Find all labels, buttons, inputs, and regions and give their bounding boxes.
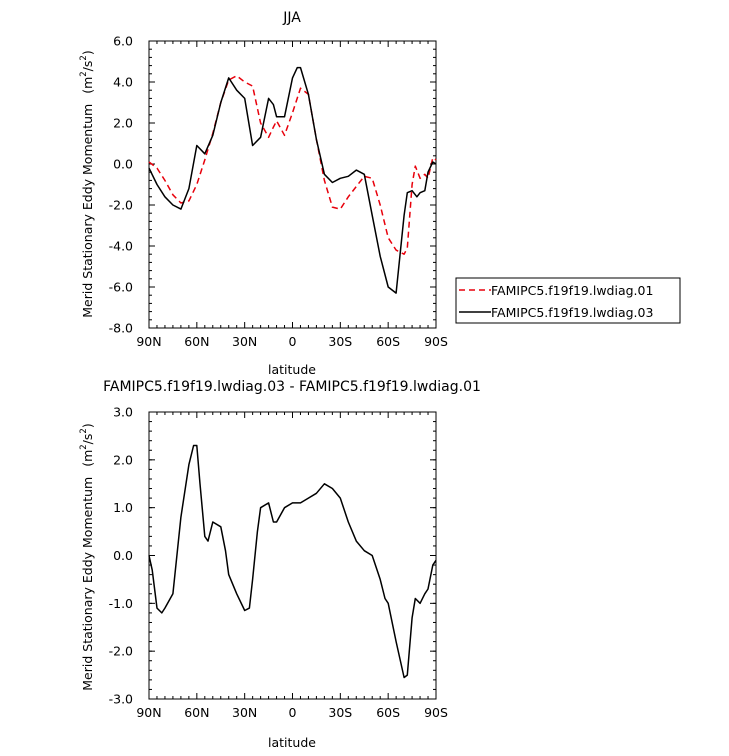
top-x-tick-label: 0 [289,334,297,349]
bottom-x-tick-label: 0 [289,705,297,720]
top-x-tick-label: 30S [328,334,352,349]
bottom-x-tick-label: 60N [184,705,209,720]
legend-box [455,277,681,324]
bottom-y-tick-label: 3.0 [113,405,133,420]
bottom-y-tick-label: 1.0 [113,500,133,515]
bottom-x-tick-label: 60S [376,705,400,720]
bottom-y-tick-label: -3.0 [109,692,133,707]
bottom-x-tick-label: 90N [136,705,161,720]
top-y-tick-label: -4.0 [109,239,133,254]
bottom-y-tick-label: 0.0 [113,548,133,563]
bottom-panel: FAMIPC5.f19f19.lwdiag.03 - FAMIPC5.f19f1… [79,379,481,750]
top-y-tick-label: -2.0 [109,198,133,213]
top-x-tick-label: 60N [184,334,209,349]
legend-label-01: FAMIPC5.f19f19.lwdiag.01 [491,283,653,298]
top-x-axis-label: latitude [268,362,316,377]
top-y-tick-label: -8.0 [109,321,133,336]
top-y-tick-label: -6.0 [109,280,133,295]
bottom-series-line-1 [148,444,437,679]
top-plot-area: 90N 60N 30N 0 30S 60S 90S 6.0 4.0 2.0 0.0 -2.0 -4.0 -… [109,34,448,350]
bottom-plot-frame [148,411,437,700]
top-plot-frame [148,40,437,329]
top-x-tick-label: 30N [232,334,257,349]
top-series-line-1 [148,75,437,255]
bottom-y-tick-label: -2.0 [109,644,133,659]
top-y-tick-label: 2.0 [113,116,133,131]
top-y-tick-label: 4.0 [113,75,133,90]
top-y-tick-label: 6.0 [113,34,133,49]
bottom-x-axis-label: latitude [268,735,316,750]
bottom-x-tick-label: 30S [328,705,352,720]
legend: FAMIPC5.f19f19.lwdiag.01 FAMIPC5.f19f19.… [455,277,681,324]
top-x-tick-label: 90S [424,334,448,349]
legend-label-03: FAMIPC5.f19f19.lwdiag.03 [491,305,653,320]
bottom-y-tick-label: 2.0 [113,452,133,467]
top-series-line-2 [148,66,437,294]
top-x-tick-label: 60S [376,334,400,349]
bottom-x-tick-label: 90S [424,705,448,720]
bottom-x-tick-label: 30N [232,705,257,720]
bottom-plot-area: 90N 60N 30N 0 30S 60S 90S 3.0 2.0 1.0 0.0 -1.0 -2.0 -… [109,405,448,721]
bottom-y-tick-label: -1.0 [109,596,133,611]
top-panel: JJA 90N 60N 30N 0 30S 60S 90S 6.0 4.0 2.0 0.0 -2.0 -… [79,10,681,377]
top-y-tick-label: 0.0 [113,157,133,172]
bottom-y-axis-label: Merid Stationary Eddy Momentum (m2/s2) [79,423,95,690]
top-y-axis-label: Merid Stationary Eddy Momentum (m2/s2) [79,50,95,317]
top-chart-title: JJA [282,10,301,26]
top-x-tick-label: 90N [136,334,161,349]
bottom-chart-title: FAMIPC5.f19f19.lwdiag.03 - FAMIPC5.f19f1… [103,379,481,395]
